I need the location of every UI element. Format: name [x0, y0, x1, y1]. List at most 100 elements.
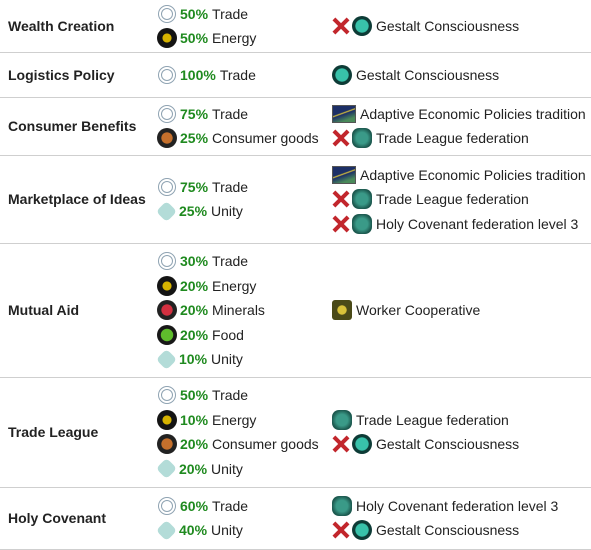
not-icon [332, 215, 350, 233]
percent: 25% [180, 130, 209, 147]
effects: 50% Trade 10% Energy 20% Consumer goods 20%… [153, 377, 328, 488]
effects: 50% Trade 50% Energy [153, 0, 328, 53]
percent: 20% [180, 436, 209, 453]
percent: 50% [180, 387, 209, 404]
tradition-icon [332, 104, 356, 123]
resource: Food [212, 326, 244, 343]
requirement: Adaptive Economic Policies tradition [332, 102, 591, 127]
not-icon [332, 17, 350, 35]
percent: 75% [180, 105, 209, 122]
effect: 20% Energy [157, 273, 328, 298]
requirement-text: Gestalt Consciousness [376, 17, 520, 34]
policy-name: Logistics Policy [0, 52, 153, 98]
percent: 20% [180, 277, 209, 294]
consumer-goods-icon [157, 128, 177, 149]
effects: 30% Trade 20% Energy 20% Minerals 20% Food 1… [153, 243, 328, 378]
effect: 50% Trade [157, 383, 328, 408]
requirement: Adaptive Economic Policies tradition [332, 162, 591, 187]
row: Wealth Creation 50% Trade 50% Energy Gesta… [0, 0, 591, 53]
requirement-text: Worker Cooperative [356, 302, 481, 318]
requirement-text: Trade League federation [376, 191, 529, 207]
requirement: Worker Cooperative [332, 298, 591, 323]
resource: Trade [219, 66, 256, 83]
resource: Energy [212, 30, 257, 46]
gestalt-icon [352, 520, 372, 541]
requirement-text: Holy Covenant federation level 3 [356, 497, 559, 514]
policy-name: Trade League [0, 377, 153, 488]
requirement-text: Trade League federation [356, 411, 509, 428]
effect: 50% Energy [157, 26, 328, 51]
unity-icon [155, 458, 178, 480]
effect: 20% Consumer goods [157, 432, 328, 457]
requirements: Worker Cooperative [328, 243, 591, 378]
resource: Energy [212, 277, 257, 294]
gestalt-icon [352, 15, 372, 36]
requirement: Trade League federation [332, 408, 591, 433]
percent: 30% [180, 253, 209, 269]
consumer-goods-icon [157, 434, 177, 455]
minerals-icon [157, 300, 177, 320]
row: Trade League 50% Trade 10% Energy 20% Consu… [0, 377, 591, 488]
trade-icon [158, 177, 176, 196]
tradition-icon [332, 165, 356, 184]
percent: 100% [180, 66, 216, 83]
effect: 60% Trade [157, 494, 328, 519]
effect: 10% Unity [155, 347, 328, 372]
trade-icon [158, 252, 176, 270]
percent: 20% [180, 302, 209, 318]
resource: Trade [212, 497, 249, 514]
trade-icon [158, 4, 176, 23]
requirements: Gestalt Consciousness [328, 52, 591, 98]
gestalt-icon [332, 64, 352, 85]
not-icon [332, 435, 350, 453]
unity-icon [155, 519, 178, 541]
resource: Unity [211, 460, 243, 477]
effect: 50% Trade [157, 1, 328, 26]
requirement: Gestalt Consciousness [332, 432, 591, 457]
resource: Trade [212, 105, 249, 122]
resource: Trade [212, 178, 249, 195]
requirements: Gestalt Consciousness [328, 0, 591, 53]
resource: Consumer goods [212, 130, 319, 147]
resource: Trade [212, 5, 249, 22]
effect: 10% Energy [157, 408, 328, 433]
requirement-text: Trade League federation [376, 130, 529, 147]
row: Consumer Benefits 75% Trade 25% Consumer g… [0, 97, 591, 156]
federation-icon [332, 495, 352, 516]
effects: 100% Trade [153, 52, 328, 98]
requirement: Trade League federation [332, 126, 591, 151]
resource: Minerals [212, 302, 265, 318]
requirement-text: Adaptive Economic Policies tradition [360, 166, 586, 183]
effect: 100% Trade [157, 62, 328, 87]
federation-icon [352, 128, 372, 149]
resource: Trade [212, 253, 249, 269]
policy-name: Holy Covenant [0, 487, 153, 550]
requirement-text: Holy Covenant federation level 3 [376, 215, 579, 232]
policy-name: Marketplace of Ideas [0, 155, 153, 244]
policy-name: Wealth Creation [0, 0, 153, 53]
percent: 25% [179, 203, 208, 220]
trade-icon [158, 496, 176, 515]
effect: 25% Consumer goods [157, 126, 328, 151]
effect: 25% Unity [155, 199, 328, 224]
percent: 50% [180, 30, 209, 46]
resource: Unity [211, 203, 243, 220]
resource: Unity [211, 351, 243, 367]
not-icon [332, 129, 350, 147]
not-icon [332, 521, 350, 539]
requirements: Holy Covenant federation level 3 Gestalt… [328, 487, 591, 550]
effects: 75% Trade 25% Unity [153, 155, 328, 244]
percent: 75% [180, 178, 209, 195]
unity-icon [155, 200, 178, 222]
energy-icon [157, 275, 177, 296]
trade-icon [158, 65, 176, 84]
requirement: Gestalt Consciousness [332, 518, 591, 543]
unity-icon [155, 348, 178, 370]
row: Holy Covenant 60% Trade 40% Unity Holy Cov… [0, 487, 591, 550]
food-icon [157, 324, 177, 345]
effect: 20% Unity [155, 457, 328, 482]
requirement-text: Gestalt Consciousness [356, 66, 500, 83]
policy-name: Mutual Aid [0, 243, 153, 378]
row: Mutual Aid 30% Trade 20% Energy 20% Mineral… [0, 243, 591, 378]
